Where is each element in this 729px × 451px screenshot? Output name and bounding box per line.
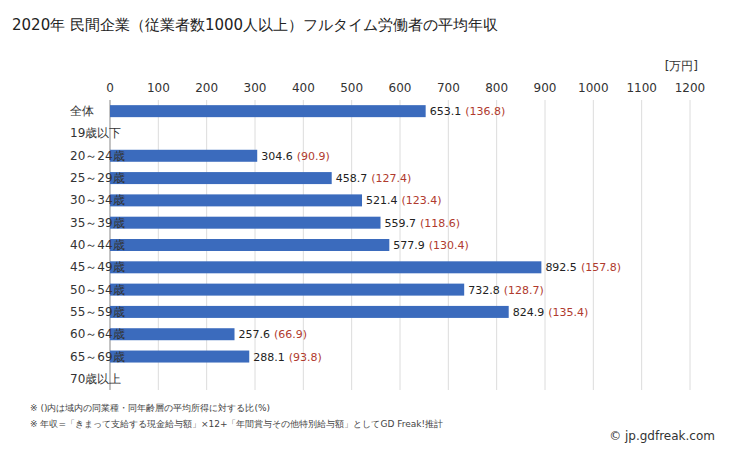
- note: ※ ()内は域内の同業種・同年齢層の平均所得に対する比(%): [30, 403, 270, 413]
- chart: 2020年 民間企業（従業者数1000人以上）フルタイム労働者の平均年収 [万円]…: [0, 0, 729, 451]
- bars: [110, 105, 541, 362]
- category-label: 35～39歳: [70, 216, 125, 230]
- ratio-label: (135.4): [548, 306, 588, 319]
- tick-label: 900: [534, 81, 557, 95]
- tick-label: 1200: [675, 81, 706, 95]
- data-label: 653.1: [430, 105, 462, 118]
- grid: [110, 100, 690, 390]
- bar: [110, 150, 257, 162]
- bar: [110, 351, 249, 363]
- tick-label: 400: [292, 81, 315, 95]
- bar: [110, 261, 541, 273]
- data-label: 577.9: [393, 239, 425, 252]
- bar: [110, 284, 464, 296]
- data-label: 458.7: [336, 172, 368, 185]
- ratio-label: (127.4): [371, 172, 411, 185]
- data-label: 892.5: [545, 261, 577, 274]
- background: [0, 0, 729, 451]
- grid-line: [545, 100, 546, 390]
- bar: [110, 306, 509, 318]
- tick-label: 100: [147, 81, 170, 95]
- data-label: 257.6: [239, 328, 270, 341]
- source: © jp.gdfreak.com: [609, 429, 715, 443]
- ratio-label: (93.8): [289, 351, 322, 364]
- tick-label: 300: [244, 81, 267, 95]
- tick-label: 1000: [578, 81, 609, 95]
- category-label: 45～49歳: [70, 260, 125, 274]
- category-label: 40～44歳: [70, 238, 125, 252]
- grid-line: [593, 100, 594, 390]
- category-label: 19歳以下: [70, 126, 121, 140]
- bar: [110, 194, 362, 206]
- tick-label: 700: [437, 81, 460, 95]
- tick-label: 500: [340, 81, 363, 95]
- tick-label: 200: [195, 81, 218, 95]
- category-label: 55～59歳: [70, 305, 125, 319]
- tick-label: 1100: [626, 81, 657, 95]
- ratio-label: (123.4): [402, 194, 442, 207]
- title: 2020年 民間企業（従業者数1000人以上）フルタイム労働者の平均年収: [12, 16, 498, 34]
- bar: [110, 328, 235, 340]
- grid-line: [690, 100, 691, 390]
- tick-label: 0: [106, 81, 114, 95]
- ratio-label: (128.7): [504, 284, 544, 297]
- data-label: 521.4: [366, 194, 398, 207]
- bar: [110, 217, 381, 229]
- grid-line: [496, 100, 497, 390]
- category-label: 60～64歳: [70, 327, 125, 341]
- category-label: 25～29歳: [70, 171, 125, 185]
- ratio-label: (66.9): [274, 328, 307, 341]
- category-label: 全体: [70, 104, 94, 118]
- bar: [110, 172, 332, 184]
- tick-label: 800: [485, 81, 508, 95]
- category-label: 20～24歳: [70, 149, 125, 163]
- ratio-label: (157.8): [581, 261, 621, 274]
- category-label: 50～54歳: [70, 283, 125, 297]
- grid-line: [641, 100, 642, 390]
- data-label: 824.9: [513, 306, 545, 319]
- ratio-label: (118.6): [420, 217, 460, 230]
- note: ※ 年収=「きまって支給する現金給与額」×12+「年間賞与その他特別給与額」とし…: [30, 419, 443, 429]
- category-label: 65～69歳: [70, 350, 125, 364]
- data-label: 288.1: [253, 351, 285, 364]
- category-label: 30～34歳: [70, 193, 125, 207]
- tick-label: 600: [389, 81, 412, 95]
- category-label: 70歳以上: [70, 372, 121, 386]
- ratio-label: (130.4): [429, 239, 469, 252]
- ratio-label: (136.8): [465, 105, 505, 118]
- unit-label: [万円]: [665, 59, 698, 73]
- data-label: 732.8: [468, 284, 500, 297]
- data-label: 304.6: [261, 150, 293, 163]
- data-label: 559.7: [385, 217, 417, 230]
- ratio-label: (90.9): [297, 150, 330, 163]
- bar: [110, 239, 389, 251]
- bar: [110, 105, 426, 117]
